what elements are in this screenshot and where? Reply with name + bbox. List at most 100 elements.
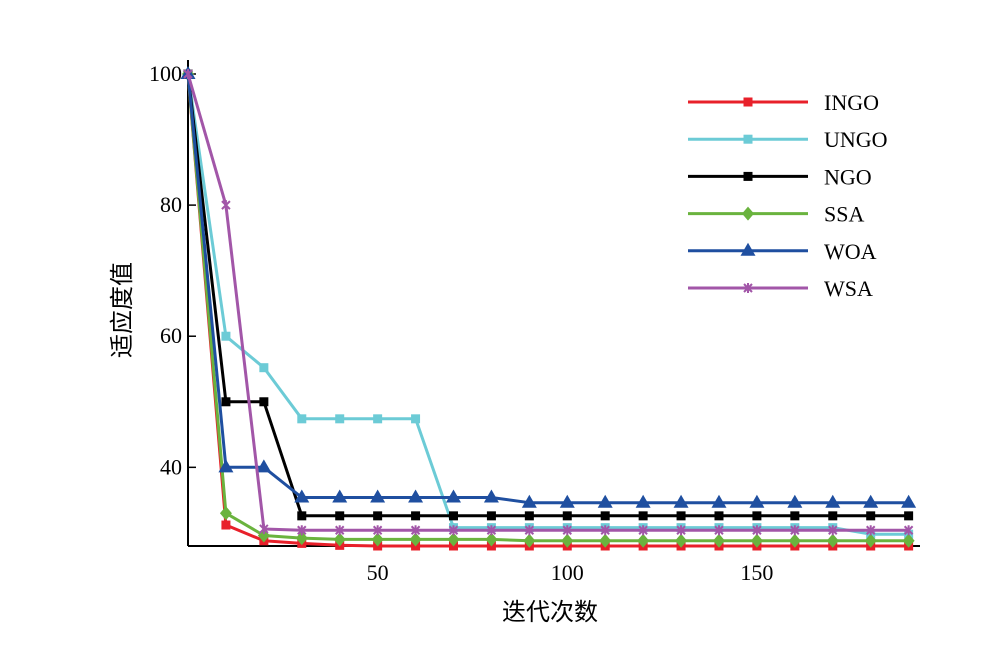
data-point-wsa: [600, 525, 610, 536]
legend-label-ungo: UNGO: [824, 127, 888, 152]
tick-labels: 40 60 80 100 50 100 150: [149, 61, 773, 585]
data-point-ngo: [524, 511, 534, 521]
data-point-woa: [218, 459, 234, 473]
legend-label-ngo: NGO: [824, 164, 872, 189]
legend: INGO UNGO NGO SSA WOA WSA: [688, 90, 888, 301]
y-tick-label: 60: [160, 323, 182, 348]
data-point-ungo: [221, 331, 231, 341]
data-point-woa: [370, 489, 386, 503]
data-point-ssa: [712, 533, 725, 548]
data-point-woa: [445, 489, 461, 503]
data-point-ssa: [902, 533, 915, 548]
y-tick-label: 40: [160, 454, 182, 479]
data-point-ngo: [676, 511, 686, 521]
series-line-ungo: [186, 73, 909, 536]
legend-marker-ungo: [743, 134, 753, 144]
x-tick-label: 50: [367, 560, 389, 585]
x-tick-label: 150: [740, 560, 773, 585]
data-point-ngo: [411, 511, 421, 521]
data-point-woa: [711, 494, 727, 508]
data-point-ngo: [486, 511, 496, 521]
legend-label-ssa: SSA: [824, 202, 864, 227]
data-point-ngo: [562, 511, 572, 521]
y-axis-title: 适应度值: [108, 262, 136, 358]
data-point-ngo: [600, 511, 610, 521]
data-point-ungo: [297, 414, 307, 424]
data-point-ngo: [638, 511, 648, 521]
data-point-wsa: [752, 525, 762, 536]
data-point-woa: [332, 489, 348, 503]
data-point-woa: [408, 489, 424, 503]
data-point-woa: [294, 489, 310, 503]
data-point-ngo: [221, 397, 231, 407]
legend-item-ungo: UNGO: [688, 127, 888, 152]
series-line-ssa: [186, 73, 909, 543]
data-point-ngo: [259, 397, 269, 407]
series-ingo: [183, 69, 914, 551]
data-point-ssa: [333, 532, 346, 547]
data-point-ssa: [523, 533, 536, 548]
data-point-woa: [673, 494, 689, 508]
data-point-wsa: [221, 200, 231, 211]
data-point-ngo: [335, 511, 345, 521]
legend-item-ngo: NGO: [688, 164, 872, 189]
data-point-wsa: [372, 525, 383, 536]
legend-marker-wsa: [743, 283, 753, 293]
data-point-ngo: [790, 511, 800, 521]
data-point-ssa: [485, 532, 498, 547]
series-line-woa: [186, 73, 909, 505]
legend-label-ingo: INGO: [824, 90, 879, 115]
data-point-wsa: [714, 525, 724, 536]
data-point-wsa: [865, 525, 876, 536]
data-point-wsa: [790, 525, 800, 536]
data-point-ssa: [637, 533, 650, 548]
data-point-ngo: [866, 511, 876, 521]
series-woa: [180, 66, 917, 508]
data-point-ssa: [409, 532, 422, 547]
series-line-ingo: [186, 73, 909, 548]
data-point-ssa: [675, 533, 688, 548]
data-point-woa: [483, 489, 499, 503]
data-point-ngo: [828, 511, 838, 521]
data-point-ssa: [447, 532, 460, 547]
data-point-ssa: [599, 533, 612, 548]
y-tick-label: 80: [160, 192, 182, 217]
legend-item-ssa: SSA: [688, 202, 864, 227]
series-line-wsa: [186, 73, 909, 532]
legend-marker-ingo: [743, 97, 753, 107]
data-point-woa: [521, 494, 537, 508]
series-ssa: [182, 67, 915, 548]
data-point-wsa: [828, 525, 838, 536]
data-point-woa: [787, 494, 803, 508]
legend-item-ingo: INGO: [688, 90, 879, 115]
legend-item-woa: WOA: [688, 239, 877, 264]
x-axis-title: 迭代次数: [502, 598, 598, 626]
data-point-ungo: [373, 414, 383, 424]
data-point-woa: [597, 494, 613, 508]
data-point-wsa: [448, 525, 459, 536]
data-point-ngo: [904, 511, 914, 521]
data-point-ssa: [864, 533, 877, 548]
data-point-wsa: [297, 525, 307, 536]
data-point-ngo: [714, 511, 724, 521]
series-line-ngo: [186, 73, 909, 518]
y-tick-label: 100: [149, 61, 182, 86]
data-point-wsa: [183, 69, 193, 79]
data-point-ssa: [371, 532, 384, 547]
data-point-woa: [863, 494, 879, 508]
data-point-ngo: [297, 511, 307, 521]
data-point-ungo: [411, 414, 421, 424]
data-point-ssa: [826, 533, 839, 548]
data-point-woa: [559, 494, 575, 508]
data-point-ngo: [752, 511, 762, 521]
legend-marker-ngo: [743, 171, 753, 181]
data-point-ssa: [561, 533, 574, 548]
data-point-wsa: [562, 525, 572, 536]
data-point-wsa: [410, 525, 421, 536]
legend-item-wsa: WSA: [688, 276, 873, 301]
data-point-woa: [256, 459, 272, 473]
data-point-wsa: [638, 525, 648, 536]
data-point-wsa: [676, 525, 686, 536]
data-point-ungo: [335, 414, 345, 424]
